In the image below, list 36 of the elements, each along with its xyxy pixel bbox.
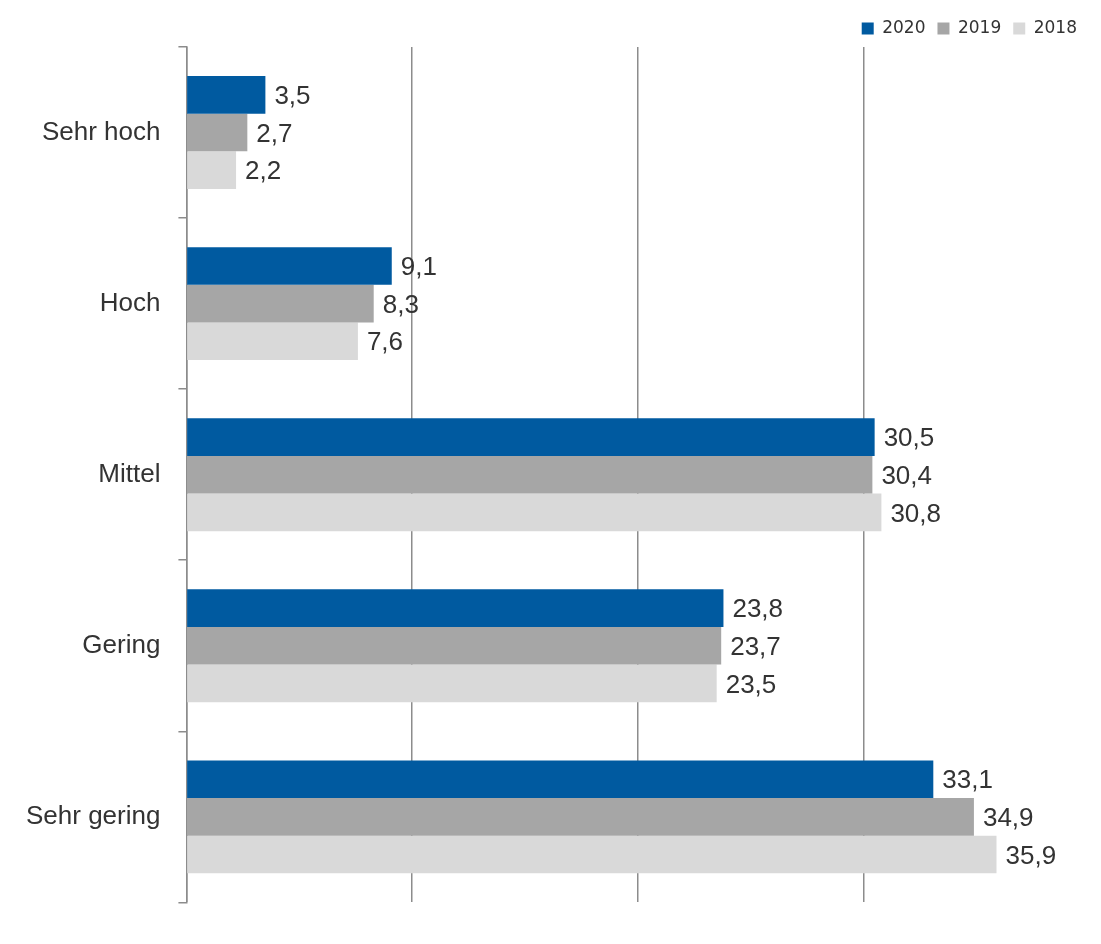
legend-label: 2020 [882, 16, 926, 37]
legend-label: 2018 [1033, 16, 1077, 37]
bar [187, 798, 974, 836]
bar [187, 455, 873, 494]
y-tick-label: Gering [82, 628, 161, 659]
bar [187, 247, 392, 285]
bar [187, 589, 724, 627]
data-label: 7,6 [366, 326, 404, 357]
bar [187, 322, 358, 361]
bar [187, 835, 997, 874]
bar [187, 113, 248, 152]
data-label: 35,9 [1005, 839, 1057, 870]
legend-label: 2019 [957, 16, 1002, 37]
data-label: 34,9 [982, 802, 1034, 833]
data-label: 33,1 [942, 764, 993, 795]
data-label: 3,5 [274, 80, 311, 111]
y-tick-label: Mittel [98, 457, 161, 488]
bar [187, 418, 875, 456]
bar [187, 760, 934, 799]
data-label: 30,8 [890, 497, 942, 528]
data-label: 23,7 [730, 630, 781, 661]
data-label: 2,7 [256, 117, 293, 148]
y-tick-label: Hoch [99, 286, 161, 317]
bar [187, 493, 882, 532]
data-label: 23,8 [732, 593, 784, 624]
data-label: 23,5 [725, 668, 777, 699]
y-tick-label: Sehr hoch [41, 115, 161, 146]
bar [187, 151, 237, 189]
bar [187, 284, 374, 323]
y-tick-label: Sehr gering [26, 800, 161, 831]
bar [187, 664, 717, 703]
data-label: 2,2 [245, 155, 282, 186]
data-label: 30,4 [881, 459, 932, 490]
data-label: 30,5 [883, 422, 935, 453]
bar [187, 76, 266, 114]
bar [187, 626, 722, 665]
